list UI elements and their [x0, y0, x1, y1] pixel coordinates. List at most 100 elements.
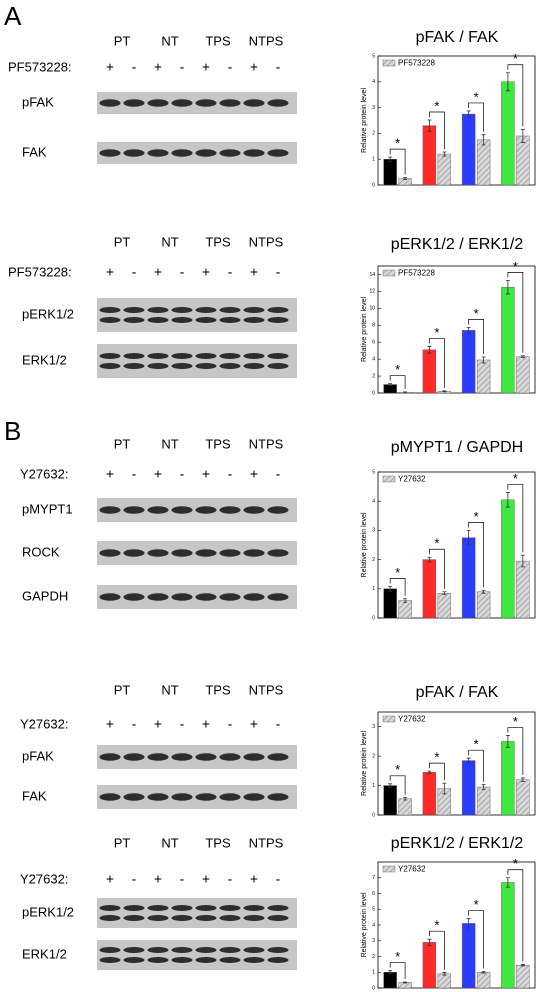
- blot-band: [99, 915, 121, 921]
- lane-group-label: PT: [114, 682, 131, 697]
- blot-band: [171, 307, 193, 313]
- blot-band: [99, 307, 121, 313]
- significance-mark: *: [395, 762, 400, 777]
- chart-title: pMYPT1 / GAPDH: [391, 439, 523, 456]
- y-tick-label: 0: [372, 182, 375, 188]
- y-tick-label: 3: [372, 724, 375, 730]
- bar: [516, 560, 530, 619]
- y-tick-label: 1: [372, 783, 375, 789]
- treatment-sign: +: [202, 466, 210, 482]
- significance-bracket: [507, 272, 524, 353]
- plot-frame: [377, 711, 536, 816]
- y-tick-label: 6: [372, 340, 375, 346]
- significance-mark: *: [474, 306, 479, 321]
- treatment-sign: +: [106, 466, 114, 482]
- blot-row-label: pERK1/2: [22, 306, 74, 321]
- chart-title: pERK1/2 / ERK1/2: [391, 236, 524, 253]
- blot-band: [219, 363, 241, 369]
- treatment-sign: -: [180, 871, 185, 887]
- significance-bracket: [429, 338, 445, 388]
- blot-band: [243, 957, 265, 963]
- legend-label: Y27632: [398, 865, 426, 874]
- blot-band: [243, 353, 265, 359]
- blot-band: [171, 593, 193, 601]
- error-bar: [388, 783, 393, 788]
- blot-background: [97, 940, 297, 970]
- bar: [501, 882, 515, 989]
- blot-row-label: pFAK: [22, 94, 54, 109]
- blot-row-label: ERK1/2: [22, 352, 67, 367]
- bar: [422, 559, 437, 619]
- significance-mark: *: [513, 856, 518, 871]
- blot-band: [195, 793, 217, 801]
- blot-band: [99, 99, 121, 107]
- treatment-sign: +: [250, 466, 258, 482]
- blot-band: [99, 149, 121, 157]
- blot-band: [195, 957, 217, 963]
- bar: [516, 779, 530, 816]
- bar: [461, 537, 476, 619]
- significance-mark: *: [434, 98, 439, 113]
- y-tick-label: 8: [372, 323, 375, 329]
- blot-row-label: pFAK: [22, 748, 54, 763]
- y-tick-label: 1: [372, 970, 375, 976]
- significance-mark: *: [513, 51, 518, 66]
- bar: [501, 499, 515, 619]
- lane-group-label: PT: [114, 835, 131, 850]
- blot-band: [219, 593, 241, 601]
- blot-band: [219, 353, 241, 359]
- blot-band: [243, 99, 265, 107]
- significance-mark: *: [395, 949, 400, 964]
- blot-band: [243, 307, 265, 313]
- significance-bracket: [468, 102, 484, 132]
- treatment-sign: -: [276, 466, 281, 482]
- blot-band: [267, 317, 289, 323]
- lane-group-label: NT: [161, 234, 178, 249]
- bar: [501, 286, 515, 394]
- blot-band: [99, 549, 121, 557]
- significance-bracket: [389, 775, 406, 795]
- error-bar: [466, 530, 471, 546]
- treatment-sign: +: [202, 716, 210, 732]
- error-bar: [403, 598, 408, 603]
- significance-bracket: [389, 375, 406, 389]
- bar: [383, 972, 397, 989]
- treatment-sign: +: [154, 871, 162, 887]
- y-tick-label: 3: [372, 528, 375, 534]
- blot-band: [147, 915, 169, 921]
- y-tick-label: 14: [369, 272, 375, 278]
- blot-band: [267, 149, 289, 157]
- y-tick-label: 1: [372, 157, 375, 163]
- blot-band: [243, 317, 265, 323]
- treatment-sign: +: [202, 59, 210, 75]
- blot-band: [123, 506, 145, 514]
- significance-mark: *: [395, 136, 400, 151]
- bar: [501, 81, 515, 186]
- error-bar: [505, 735, 510, 748]
- y-axis-label: Relative protein level: [361, 88, 368, 153]
- blot-band: [147, 307, 169, 313]
- blot-band: [171, 915, 193, 921]
- error-bar: [388, 156, 393, 162]
- blot-band: [99, 353, 121, 359]
- treatment-sign: +: [250, 264, 258, 280]
- lane-group-label: NTPS: [249, 835, 284, 850]
- bar: [461, 113, 476, 186]
- treatment-sign: +: [106, 59, 114, 75]
- treatment-sign: -: [228, 871, 233, 887]
- blot-band: [99, 317, 121, 323]
- blot-row-label: pMYPT1: [22, 501, 73, 516]
- error-bar: [442, 782, 447, 795]
- treatment-sign: -: [180, 716, 185, 732]
- significance-bracket: [468, 910, 484, 969]
- blot-band: [219, 905, 241, 911]
- blot-band: [219, 957, 241, 963]
- blot-band: [195, 149, 217, 157]
- blot-band: [195, 353, 217, 359]
- error-bar: [466, 326, 471, 334]
- blot-band: [171, 363, 193, 369]
- treatment-sign: -: [132, 59, 137, 75]
- blot-band: [147, 353, 169, 359]
- significance-bracket: [429, 762, 445, 781]
- treatment-sign: +: [250, 871, 258, 887]
